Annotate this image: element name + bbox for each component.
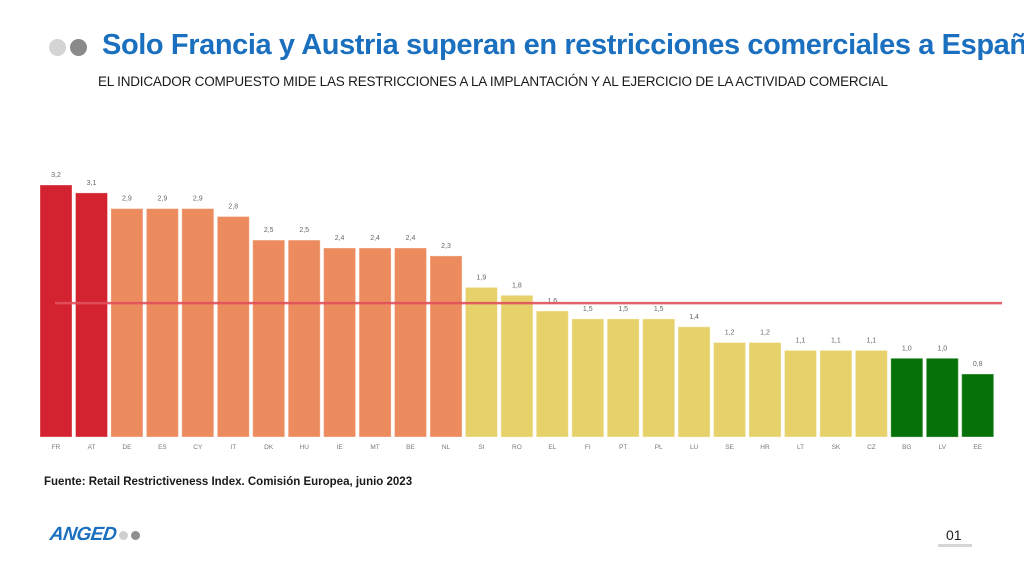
- x-tick-label-fr: FR: [52, 444, 61, 451]
- logo-text: ANGED: [48, 524, 118, 545]
- x-tick-label-be: BE: [406, 444, 415, 451]
- logo-dot-dark-icon: [131, 530, 141, 540]
- value-label-it: 2,8: [228, 204, 238, 211]
- bar-pl: [642, 318, 676, 438]
- bar-ee: [961, 373, 995, 438]
- value-label-fi: 1,5: [583, 306, 593, 313]
- value-labels-group: 3,2 3,1 2,9 2,9 2,9 2,8 2,5 2,5 2,4 2,4 2,4 2,3 1,9 1…: [51, 172, 983, 368]
- bar-pt: [606, 318, 640, 438]
- bar-it: [216, 216, 250, 438]
- x-tick-label-es: ES: [158, 444, 167, 451]
- bar-ro: [500, 294, 534, 438]
- x-tick-label-ee: EE: [973, 444, 982, 451]
- x-tick-label-si: SI: [478, 444, 484, 451]
- x-tick-label-cy: CY: [193, 444, 203, 451]
- x-tick-label-cz: CZ: [867, 444, 876, 451]
- x-tick-label-hr: HR: [760, 444, 770, 451]
- x-tick-label-sk: SK: [832, 444, 841, 451]
- value-label-de: 2,9: [122, 196, 132, 203]
- bar-chart: 3,2 3,1 2,9 2,9 2,9 2,8 2,5 2,5 2,4 2,4 2,4 2,3 1,9 1…: [39, 172, 1002, 451]
- bar-fr: [39, 184, 73, 438]
- value-label-cy: 2,9: [193, 196, 203, 203]
- bar-bg: [890, 357, 924, 438]
- value-label-bg: 1,0: [902, 345, 912, 352]
- value-label-es: 2,9: [158, 196, 168, 203]
- value-label-ro: 1,8: [512, 282, 522, 289]
- x-tick-label-dk: DK: [264, 444, 274, 451]
- bar-ie: [323, 247, 357, 438]
- bar-fi: [571, 318, 605, 438]
- page-number-underline: [938, 544, 972, 547]
- value-label-sk: 1,1: [831, 337, 841, 344]
- bar-at: [75, 192, 108, 438]
- page-subtitle: EL INDICADOR COMPUESTO MIDE LAS RESTRICC…: [98, 74, 888, 89]
- value-label-ie: 2,4: [335, 235, 345, 242]
- x-tick-label-ro: RO: [512, 444, 522, 451]
- x-tick-label-de: DE: [122, 444, 132, 451]
- page-number: 01: [946, 527, 962, 543]
- value-label-hu: 2,5: [299, 227, 309, 234]
- bar-lu: [677, 326, 711, 438]
- x-tick-label-lu: LU: [690, 444, 699, 451]
- page-title: Solo Francia y Austria superan en restri…: [102, 29, 1024, 61]
- x-tick-label-it: IT: [230, 444, 236, 451]
- value-label-si: 1,9: [477, 274, 487, 281]
- value-label-el: 1,6: [547, 298, 557, 305]
- value-label-be: 2,4: [406, 235, 416, 242]
- value-label-nl: 2,3: [441, 243, 451, 250]
- bar-de: [110, 208, 144, 438]
- bullet-dot-light-icon: [49, 39, 66, 56]
- x-tick-label-ie: IE: [337, 444, 344, 451]
- x-tick-labels-group: FR AT DE ES CY IT DK HU IE MT BE NL SI RO EL FI PT PL LU SE…: [52, 444, 983, 451]
- value-label-lt: 1,1: [796, 337, 806, 344]
- bar-el: [535, 310, 569, 438]
- bars-group: [39, 184, 995, 438]
- value-label-ee: 0,8: [973, 361, 983, 368]
- value-label-lu: 1,4: [689, 314, 699, 321]
- x-tick-label-el: EL: [548, 444, 556, 451]
- source-note: Fuente: Retail Restrictiveness Index. Co…: [44, 476, 413, 488]
- anged-logo: ANGED: [48, 524, 141, 546]
- value-label-pl: 1,5: [654, 306, 664, 313]
- bar-nl: [429, 255, 463, 438]
- x-tick-label-pt: PT: [619, 444, 627, 451]
- bar-hu: [287, 239, 321, 438]
- bar-se: [713, 342, 747, 438]
- value-label-fr: 3,2: [51, 172, 61, 179]
- bar-es: [145, 208, 179, 438]
- bar-mt: [358, 247, 392, 438]
- value-label-dk: 2,5: [264, 227, 274, 234]
- bar-cz: [854, 349, 888, 438]
- x-tick-label-at: AT: [88, 444, 96, 451]
- x-tick-label-nl: NL: [442, 444, 451, 451]
- bar-lt: [784, 349, 817, 438]
- value-label-lv: 1,0: [937, 345, 947, 352]
- x-tick-label-pl: PL: [655, 444, 663, 451]
- bar-sk: [819, 349, 853, 438]
- x-tick-label-fi: FI: [585, 444, 591, 451]
- x-tick-label-bg: BG: [902, 444, 911, 451]
- x-tick-label-se: SE: [725, 444, 734, 451]
- bar-be: [394, 247, 427, 438]
- logo-dot-light-icon: [119, 530, 129, 540]
- value-label-hr: 1,2: [760, 330, 770, 337]
- value-label-mt: 2,4: [370, 235, 380, 242]
- value-label-pt: 1,5: [618, 306, 628, 313]
- bar-si: [464, 286, 498, 438]
- x-tick-label-mt: MT: [370, 444, 379, 451]
- title-bullet-dots: [49, 39, 87, 56]
- x-tick-label-lt: LT: [797, 444, 804, 451]
- bar-cy: [181, 208, 215, 438]
- value-label-cz: 1,1: [867, 337, 877, 344]
- bullet-dot-dark-icon: [70, 39, 87, 56]
- x-tick-label-hu: HU: [300, 444, 310, 451]
- value-label-at: 3,1: [87, 180, 97, 187]
- value-label-se: 1,2: [725, 330, 735, 337]
- bar-lv: [925, 357, 959, 438]
- bar-dk: [252, 239, 286, 438]
- bar-hr: [748, 342, 782, 438]
- x-tick-label-lv: LV: [939, 444, 947, 451]
